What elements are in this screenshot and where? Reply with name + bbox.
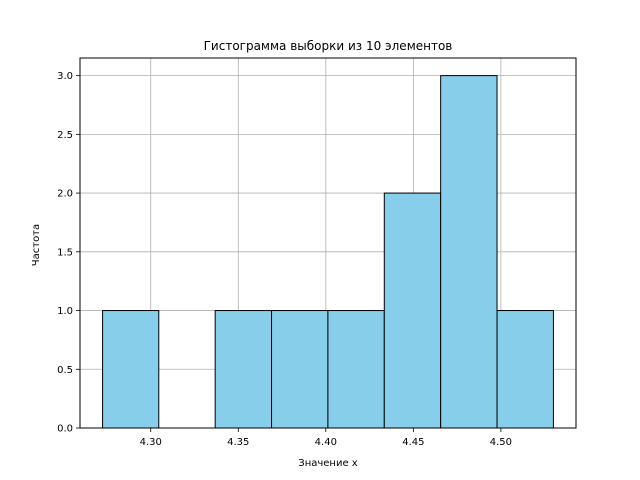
x-tick-label: 4.30 bbox=[140, 437, 162, 448]
x-tick-label: 4.45 bbox=[402, 437, 424, 448]
y-tick-label: 2.0 bbox=[57, 189, 73, 200]
y-axis-label: Частота bbox=[31, 224, 42, 266]
histogram-bar bbox=[440, 75, 498, 429]
histogram-bar bbox=[102, 310, 160, 429]
histogram-bar bbox=[496, 310, 554, 429]
y-axis-ticks: 0.0 0.5 1.0 1.5 2.0 2.5 3.0 bbox=[57, 71, 80, 435]
y-tick-label: 0.0 bbox=[57, 424, 73, 435]
plot-frame bbox=[79, 57, 577, 429]
y-tick-label: 2.5 bbox=[57, 130, 73, 141]
histogram-bar bbox=[214, 310, 273, 429]
y-tick-label: 1.5 bbox=[57, 247, 73, 258]
histogram-bar bbox=[383, 192, 442, 429]
x-tick-label: 4.40 bbox=[315, 437, 337, 448]
histogram-bars bbox=[102, 75, 554, 429]
x-axis-ticks: 4.30 4.35 4.40 4.45 4.50 bbox=[140, 428, 512, 448]
y-tick-label: 0.5 bbox=[57, 365, 73, 376]
x-tick-label: 4.35 bbox=[227, 437, 249, 448]
x-tick-label: 4.50 bbox=[490, 437, 512, 448]
y-tick-label: 1.0 bbox=[57, 306, 73, 317]
histogram-bar bbox=[271, 310, 329, 429]
chart-title: Гистограмма выборки из 10 элементов bbox=[204, 39, 453, 53]
histogram-bar bbox=[327, 310, 385, 429]
y-tick-label: 3.0 bbox=[57, 71, 73, 82]
x-axis-label: Значение x bbox=[298, 458, 358, 469]
